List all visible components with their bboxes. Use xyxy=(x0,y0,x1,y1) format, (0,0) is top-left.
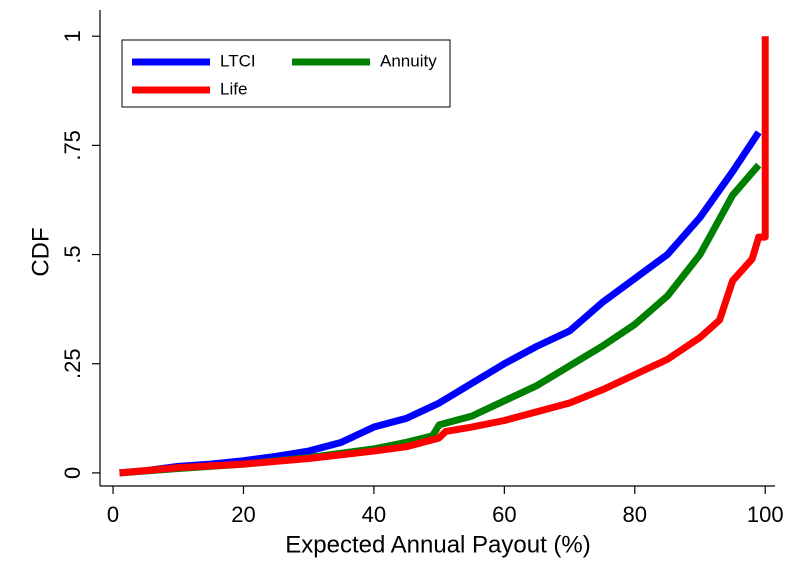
x-tick-label: 80 xyxy=(623,502,647,527)
y-tick-label: 0 xyxy=(60,467,85,479)
x-axis-label: Expected Annual Payout (%) xyxy=(285,531,591,558)
x-tick-label: 60 xyxy=(492,502,516,527)
legend-label: Life xyxy=(220,79,247,98)
x-tick-label: 20 xyxy=(231,502,255,527)
x-tick-label: 40 xyxy=(362,502,386,527)
legend-label: Annuity xyxy=(380,51,437,70)
y-tick-label: .25 xyxy=(60,348,85,379)
x-tick-label: 0 xyxy=(107,502,119,527)
x-tick-label: 100 xyxy=(747,502,784,527)
legend-label: LTCI xyxy=(220,51,256,70)
y-tick-label: .5 xyxy=(60,245,85,263)
y-tick-label: 1 xyxy=(60,30,85,42)
y-axis-label: CDF xyxy=(27,227,54,276)
y-tick-label: .75 xyxy=(60,130,85,161)
legend-box xyxy=(121,39,451,108)
series-line xyxy=(119,36,769,477)
